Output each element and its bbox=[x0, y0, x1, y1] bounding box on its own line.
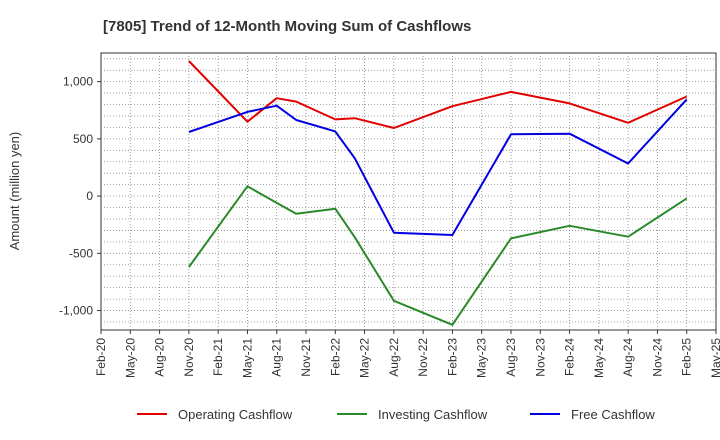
x-tick-label: May-23 bbox=[475, 338, 489, 378]
x-tick-label: Aug-23 bbox=[504, 338, 518, 377]
y-tick-label: 0 bbox=[86, 189, 93, 203]
y-axis: 1,000 500 0 -500 -1,000 bbox=[59, 75, 101, 318]
x-tick-label: Feb-20 bbox=[94, 338, 108, 376]
legend: Operating Cashflow Investing Cashflow Free… bbox=[137, 407, 655, 422]
x-tick-label: Aug-22 bbox=[387, 338, 401, 377]
series-line-operating-cashflow bbox=[188, 60, 688, 129]
y-tick-label: -1,000 bbox=[59, 304, 93, 318]
x-axis: Feb-20 May-20 Aug-20 Nov-20 Feb-21 May-21 Aug-… bbox=[94, 330, 720, 378]
x-tick-label: Aug-21 bbox=[270, 338, 284, 377]
x-tick-label: Feb-25 bbox=[680, 338, 694, 376]
x-tick-label: Nov-24 bbox=[650, 338, 664, 377]
x-tick-label: May-22 bbox=[358, 338, 372, 378]
x-tick-label: Aug-24 bbox=[621, 338, 635, 377]
legend-label: Free Cashflow bbox=[571, 407, 655, 422]
x-tick-label: Nov-21 bbox=[299, 338, 313, 377]
y-axis-label: Amount (million yen) bbox=[7, 132, 22, 251]
x-tick-label: May-24 bbox=[592, 338, 606, 378]
x-tick-label: May-25 bbox=[709, 338, 720, 378]
y-tick-label: 500 bbox=[73, 132, 93, 146]
x-tick-label: Feb-22 bbox=[328, 338, 342, 376]
y-tick-label: 1,000 bbox=[63, 75, 93, 89]
x-tick-label: May-20 bbox=[123, 338, 137, 378]
x-tick-label: Feb-21 bbox=[211, 338, 225, 376]
series-line-free-cashflow bbox=[188, 98, 688, 236]
x-tick-label: May-21 bbox=[240, 338, 254, 378]
x-tick-label: Feb-23 bbox=[445, 338, 459, 376]
x-tick-label: Aug-20 bbox=[153, 338, 167, 377]
legend-label: Investing Cashflow bbox=[378, 407, 488, 422]
chart-title: [7805] Trend of 12-Month Moving Sum of C… bbox=[103, 18, 471, 35]
x-tick-label: Nov-23 bbox=[533, 338, 547, 377]
plot-area bbox=[100, 52, 717, 331]
x-tick-label: Nov-22 bbox=[416, 338, 430, 377]
series-line-investing-cashflow bbox=[188, 185, 688, 326]
legend-label: Operating Cashflow bbox=[178, 407, 293, 422]
x-tick-label: Nov-20 bbox=[182, 338, 196, 377]
x-tick-label: Feb-24 bbox=[563, 338, 577, 376]
y-tick-label: -500 bbox=[69, 246, 93, 260]
series-lines bbox=[188, 60, 688, 326]
